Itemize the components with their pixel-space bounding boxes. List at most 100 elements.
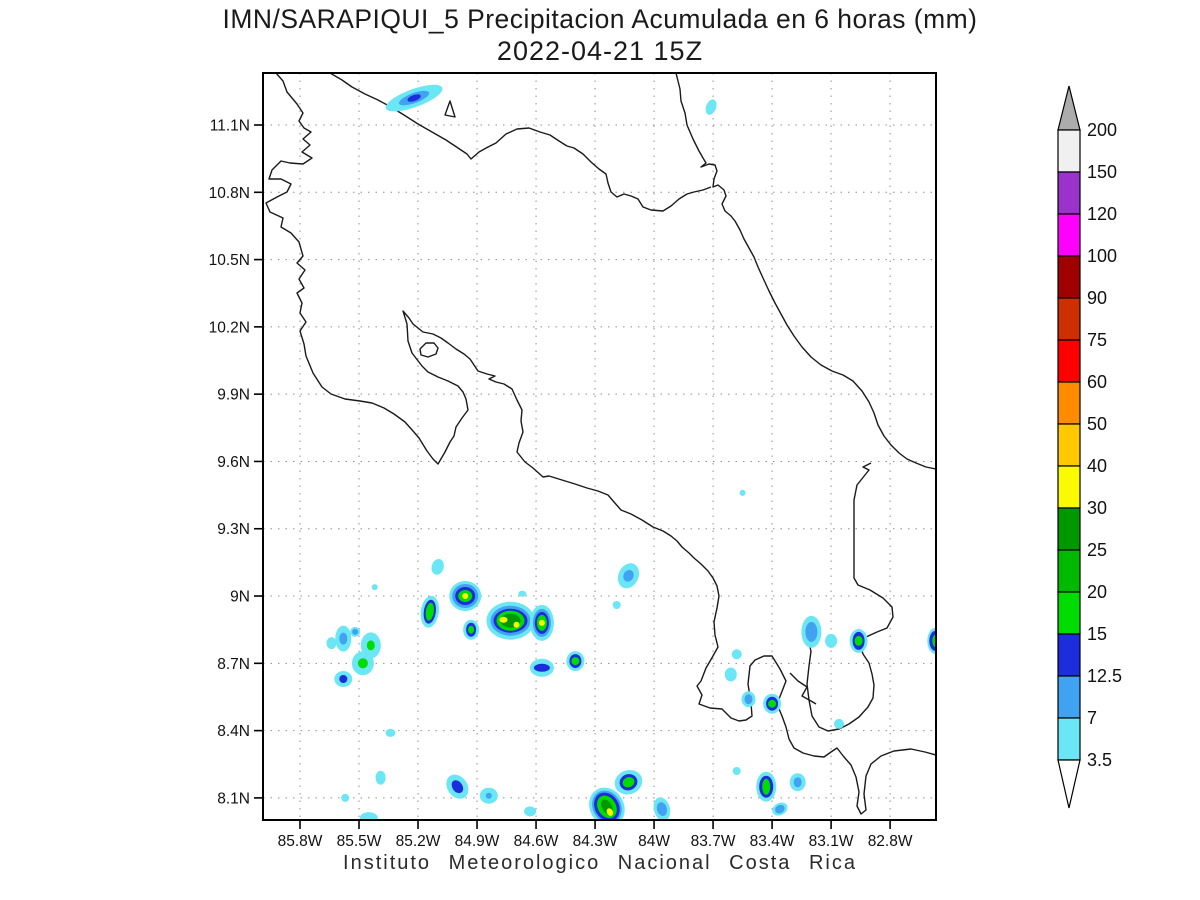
precip-cell <box>529 604 554 641</box>
precip-cell <box>849 628 868 653</box>
precip-cell-layer <box>705 99 717 115</box>
lon-tick-label: 82.8W <box>868 833 913 850</box>
precip-cell <box>350 626 361 637</box>
precip-cell-layer <box>612 601 621 609</box>
axes-layer: 85.8W 85.5W 85.2W 84.9W 84.6W 84.3W 84W 83.7W 83… <box>209 118 913 851</box>
lat-tick-label: 9.9N <box>217 387 250 404</box>
precip-cell <box>518 590 527 597</box>
colorbar-band <box>1057 423 1081 467</box>
precip-cell-layer <box>623 569 634 582</box>
precip-cell-layer <box>468 625 475 634</box>
colorbar-band <box>1057 507 1081 551</box>
colorbar-band <box>1057 255 1081 299</box>
figure-title-line2: 2022-04-21 15Z <box>496 36 704 66</box>
precip-cell-layer <box>932 634 935 647</box>
coastline-southeast-inland <box>806 462 894 732</box>
precip-cell <box>834 718 844 729</box>
precip-cell-layer <box>341 793 350 802</box>
lon-tick-label: 85.8W <box>278 833 323 850</box>
lat-tick-label: 8.7N <box>217 656 250 673</box>
precip-cell-layer <box>929 630 935 651</box>
lon-tick-label: 84.3W <box>573 833 618 850</box>
precip-cell-layer <box>352 628 359 635</box>
colorbar-tick-label: 100 <box>1087 246 1117 266</box>
precip-cell-layer <box>732 767 741 775</box>
figure-title-line1: IMN/SARAPIQUI_5 Precipitacion Acumulada … <box>222 4 978 34</box>
precip-cell <box>732 767 741 775</box>
precip-cell <box>449 581 482 611</box>
lon-tick-label: 83.4W <box>750 833 795 850</box>
colorbar-tick-label: 150 <box>1087 162 1117 182</box>
precip-cell-layer <box>385 728 396 737</box>
colorbar-band <box>1057 549 1081 593</box>
precip-cell-layer <box>744 694 753 705</box>
precip-cell-layer <box>339 632 348 645</box>
lat-tick-label: 8.1N <box>217 790 250 807</box>
colorbar-tick-label: 200 <box>1087 120 1117 140</box>
precip-cell-layer <box>485 792 492 799</box>
precip-cell <box>479 787 498 804</box>
precip-cell <box>351 651 374 676</box>
precip-cell <box>566 651 585 672</box>
lat-tick-label: 10.8N <box>209 185 250 202</box>
colorbar-band <box>1057 297 1081 341</box>
lon-tick-label: 85.5W <box>337 833 382 850</box>
precip-cell <box>371 584 378 591</box>
precip-cell <box>731 649 742 660</box>
lake-island-outline <box>444 100 456 118</box>
precip-cell <box>375 770 386 785</box>
lon-tick-label: 83.1W <box>809 833 854 850</box>
precip-cell <box>326 637 337 650</box>
precipitation-layer <box>326 84 935 819</box>
precip-cell-layer <box>451 780 464 794</box>
precip-cell-layer <box>606 808 614 816</box>
precip-cell-layer <box>431 559 444 575</box>
lat-tick-label: 9N <box>230 589 250 606</box>
lat-tick-label: 9.6N <box>217 454 250 471</box>
colorbar-band <box>1057 465 1081 509</box>
precip-cell-layer <box>854 635 863 646</box>
isla-chira-outline <box>419 342 439 358</box>
precip-cell-layer <box>513 621 520 628</box>
precip-cell-layer <box>724 667 737 682</box>
coastline-pacific <box>265 74 935 815</box>
precip-cell-layer <box>805 621 818 642</box>
lat-tick-label: 9.3N <box>217 521 250 538</box>
graticule-gridlines <box>263 73 936 820</box>
colorbar-tick-label: 25 <box>1087 540 1107 560</box>
colorbar-band <box>1057 129 1081 173</box>
precip-cell-layer <box>366 640 375 651</box>
precip-cell <box>341 793 350 802</box>
precip-cell-layer <box>656 802 668 816</box>
lat-tick-label: 10.2N <box>209 319 250 336</box>
precip-cell <box>789 773 806 792</box>
lon-tick-label: 84.6W <box>514 833 559 850</box>
lat-tick-label: 11.1N <box>210 118 250 135</box>
colorbar: 200 150 120 100 90 75 60 50 40 30 25 20 15 12.5 7 3.5 <box>1057 85 1122 809</box>
colorbar-tick-label: 120 <box>1087 204 1117 224</box>
precip-cell-layer <box>359 812 378 819</box>
precip-cell <box>359 812 378 819</box>
precip-cell <box>524 806 537 817</box>
precip-cell-layer <box>375 770 386 785</box>
precip-cell-layer <box>762 778 771 795</box>
colorbar-tick-label: 7 <box>1087 708 1097 728</box>
precip-cell <box>927 627 935 654</box>
colorbar-band <box>1057 339 1081 383</box>
precip-cell-layer <box>499 616 508 623</box>
precip-cell <box>617 563 640 589</box>
precip-cell <box>335 625 352 652</box>
precip-cell-layer <box>775 804 785 814</box>
plot-border <box>262 72 937 821</box>
colorbar-tick-label: 60 <box>1087 372 1107 392</box>
precip-cell-layer <box>768 699 777 708</box>
coastline-golfito <box>789 672 817 705</box>
colorbar-tick-label: 15 <box>1087 624 1107 644</box>
colorbar-tick-label: 40 <box>1087 456 1107 476</box>
coastline-layer <box>265 74 935 815</box>
precip-cell <box>705 99 717 115</box>
colorbar-band <box>1057 675 1081 719</box>
colorbar-band <box>1057 633 1081 677</box>
colorbar-tick-label: 30 <box>1087 498 1107 518</box>
